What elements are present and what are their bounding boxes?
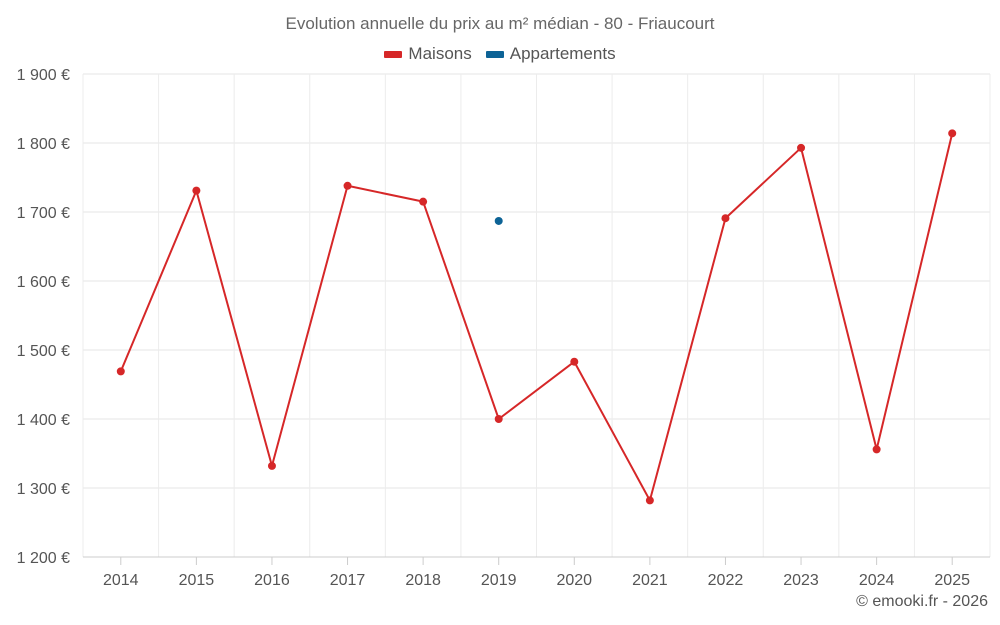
y-tick-label: 1 600 € [17,274,70,291]
legend-swatch-maisons [384,50,403,58]
y-tick-label: 1 700 € [17,205,70,222]
x-tick-label: 2022 [708,572,744,589]
data-point-maisons [797,143,806,152]
legend-item-maisons[interactable]: Maisons [384,44,472,64]
x-tick-label: 2018 [405,572,441,589]
x-tick-label: 2017 [330,572,366,589]
x-tick-label: 2014 [103,572,139,589]
legend: Maisons Appartements [0,44,1000,64]
data-point-maisons [494,415,503,423]
data-point-maisons [645,496,654,505]
credit-text: © emooki.fr - 2026 [856,593,988,610]
data-point-maisons [570,357,579,366]
x-tick-label: 2023 [783,572,819,589]
y-tick-label: 1 900 € [17,67,70,84]
x-tick-label: 2020 [556,572,592,589]
data-point-maisons [192,186,201,195]
x-tick-label: 2025 [934,572,970,589]
series-line-maisons [119,133,954,502]
y-tick-label: 1 200 € [17,550,70,567]
data-point-maisons [116,367,125,376]
y-tick-label: 1 400 € [17,412,70,429]
x-tick-label: 2019 [481,572,517,589]
x-tick-label: 2016 [254,572,290,589]
data-point-maisons [872,445,881,454]
x-tick-label: 2021 [632,572,668,589]
legend-label-maisons: Maisons [408,44,472,63]
legend-label-appartements: Appartements [509,44,616,63]
legend-swatch-appartements [485,50,504,58]
legend-item-appartements[interactable]: Appartements [485,44,616,64]
data-point-maisons [343,181,352,190]
y-tick-label: 1 800 € [17,136,70,153]
data-point-maisons [419,197,428,206]
y-tick-label: 1 300 € [17,481,70,498]
chart-title: Evolution annuelle du prix au m² médian … [285,14,715,33]
data-point-appartements [494,216,503,225]
data-point-maisons [267,461,276,470]
x-tick-label: 2015 [179,572,215,589]
y-tick-label: 1 500 € [17,343,70,360]
data-point-maisons [721,214,730,223]
data-point-maisons [948,129,957,138]
x-tick-label: 2024 [859,572,895,589]
